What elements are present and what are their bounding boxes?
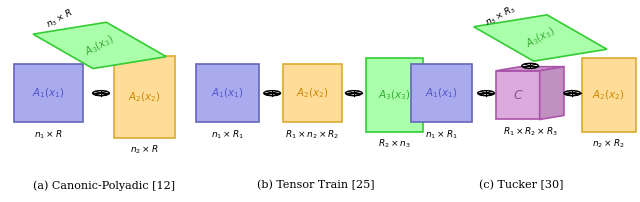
Text: (b) Tensor Train [25]: (b) Tensor Train [25] <box>257 180 374 191</box>
Text: $R_1 \times n_2 \times R_2$: $R_1 \times n_2 \times R_2$ <box>285 128 339 141</box>
Text: $n_2 \times R$: $n_2 \times R$ <box>130 144 159 156</box>
Text: $n_3 \times R$: $n_3 \times R$ <box>45 7 76 31</box>
Text: $R_2 \times n_3$: $R_2 \times n_3$ <box>378 138 411 150</box>
Text: $n_3 \times R_3$: $n_3 \times R_3$ <box>483 3 518 29</box>
Bar <box>196 64 259 122</box>
Circle shape <box>93 91 109 96</box>
Text: $C$: $C$ <box>513 89 524 102</box>
Text: $n_1 \times R$: $n_1 \times R$ <box>35 128 63 141</box>
Bar <box>411 64 472 122</box>
Text: $A_1(x_1)$: $A_1(x_1)$ <box>211 86 244 100</box>
Text: $A_3(x_3)$: $A_3(x_3)$ <box>524 25 557 51</box>
Bar <box>582 58 636 132</box>
Text: $A_1(x_1)$: $A_1(x_1)$ <box>425 86 458 100</box>
Text: $A_1(x_1)$: $A_1(x_1)$ <box>32 86 65 100</box>
Text: (a) Canonic-Polyadic [12]: (a) Canonic-Polyadic [12] <box>33 180 175 191</box>
Text: $A_3(x_3)$: $A_3(x_3)$ <box>378 88 411 102</box>
Bar <box>366 58 424 132</box>
Circle shape <box>346 91 362 96</box>
Polygon shape <box>33 22 166 68</box>
Bar <box>114 56 175 138</box>
Text: $A_2(x_2)$: $A_2(x_2)$ <box>296 86 329 100</box>
Text: (c) Tucker [30]: (c) Tucker [30] <box>479 180 563 191</box>
Polygon shape <box>540 67 564 119</box>
Text: $n_2 \times R_2$: $n_2 \times R_2$ <box>592 138 625 150</box>
Text: $R_1 \times R_2 \times R_3$: $R_1 \times R_2 \times R_3$ <box>502 125 557 138</box>
Text: $n_1 \times R_1$: $n_1 \times R_1$ <box>211 128 244 141</box>
Bar <box>283 64 342 122</box>
Text: $n_1 \times R_1$: $n_1 \times R_1$ <box>425 128 458 141</box>
Bar <box>15 64 83 122</box>
Circle shape <box>564 91 580 96</box>
Circle shape <box>522 63 538 68</box>
Text: $A_2(x_2)$: $A_2(x_2)$ <box>592 88 625 102</box>
Polygon shape <box>474 15 607 61</box>
Text: $A_3(x_3)$: $A_3(x_3)$ <box>83 32 116 59</box>
Polygon shape <box>496 67 564 71</box>
Polygon shape <box>496 71 540 119</box>
Circle shape <box>477 91 494 96</box>
Text: $A_2(x_2)$: $A_2(x_2)$ <box>128 90 161 104</box>
Circle shape <box>264 91 280 96</box>
